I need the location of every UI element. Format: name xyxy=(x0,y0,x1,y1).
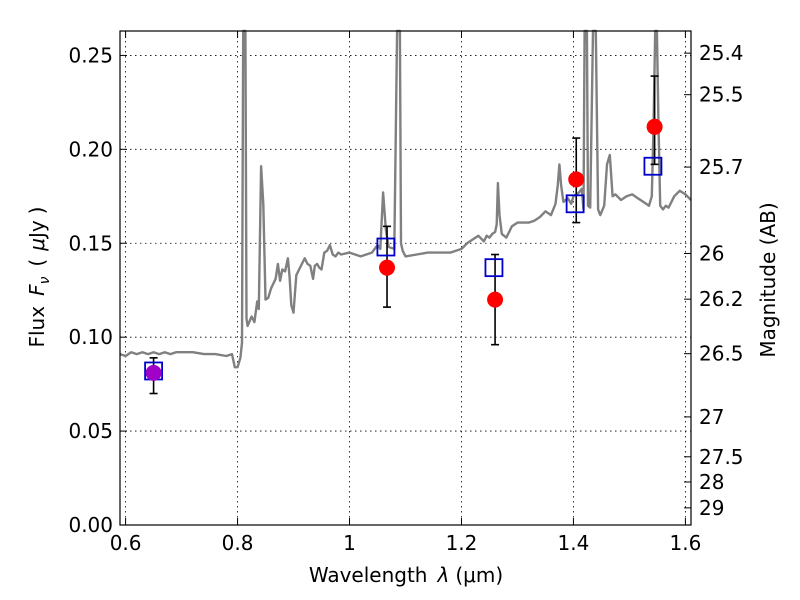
observed-flux-point xyxy=(379,259,396,276)
y-axis-label-paren-close: ) xyxy=(25,206,49,214)
axis-ticks xyxy=(120,31,691,526)
grid xyxy=(120,31,691,526)
magnitude-tick-label: 27.5 xyxy=(699,445,744,469)
x-tick-label: 0.8 xyxy=(222,531,254,555)
x-axis-label: Wavelength λ (μm) xyxy=(309,563,503,587)
y-tick-label: 0.15 xyxy=(68,231,113,255)
y-tick-label: 0.25 xyxy=(68,43,113,67)
y2-axis-label: Magnitude (AB) xyxy=(756,202,780,357)
x-axis-label-unit: (μm) xyxy=(455,563,503,587)
y-axis-label-subscript: ν xyxy=(37,276,53,284)
magnitude-tick-label: 29 xyxy=(699,496,724,520)
magnitude-tick-label: 28 xyxy=(699,470,724,494)
magnitude-tick-label: 25.7 xyxy=(699,155,744,179)
model-photometry-markers xyxy=(144,156,663,381)
magnitude-tick-label: 27 xyxy=(699,405,724,429)
plot-frame xyxy=(119,30,692,526)
magnitude-tick-label: 25.5 xyxy=(699,83,744,107)
observed-flux-point xyxy=(646,118,663,135)
x-tick-label: 1.2 xyxy=(446,531,478,555)
y-tick-label: 0.10 xyxy=(68,325,113,349)
magnitude-tick-label: 26.2 xyxy=(699,287,744,311)
model-spectrum-line xyxy=(119,29,692,369)
x-tick-label: 0.6 xyxy=(110,531,142,555)
y-tick-label: 0.00 xyxy=(68,513,113,537)
x-axis-label-symbol: λ xyxy=(437,563,450,587)
y-axis-label-unit: Jy xyxy=(25,220,49,240)
model-photometry-square xyxy=(643,156,663,176)
y-tick-labels: 0.00 0.05 0.10 0.15 0.20 0.25 xyxy=(68,43,113,537)
magnitude-tick-label: 26.5 xyxy=(699,342,744,366)
x-axis-label-text: Wavelength xyxy=(309,563,428,587)
observed-flux-point xyxy=(568,171,585,188)
y-axis-label: Flux Fν ( μJy) xyxy=(25,206,53,347)
x-tick-label: 1.6 xyxy=(669,531,701,555)
magnitude-tick-label: 25.4 xyxy=(699,41,744,65)
y-tick-label: 0.05 xyxy=(68,419,113,443)
model-spectrum-layer xyxy=(119,29,692,369)
observed-flux-point xyxy=(487,291,504,308)
magnitude-tick-label: 26 xyxy=(699,241,724,265)
error-bars xyxy=(149,75,659,395)
model-photometry-square xyxy=(565,194,585,214)
y-axis-label-paren-open: ( xyxy=(25,259,49,267)
observed-flux-markers xyxy=(145,118,663,381)
y-axis-label-unit-mu: μ xyxy=(25,238,49,252)
x-tick-labels: 0.6 0.8 1 1.2 1.4 1.6 xyxy=(110,531,702,555)
observed-flux-point xyxy=(145,364,162,381)
y-tick-label: 0.20 xyxy=(68,137,113,161)
x-tick-label: 1 xyxy=(343,531,356,555)
model-photometry-square xyxy=(376,237,396,257)
model-photometry-square xyxy=(484,258,504,278)
y-axis-label-text: Flux xyxy=(25,306,49,348)
x-tick-label: 1.4 xyxy=(558,531,590,555)
y-axis-label-symbol: F xyxy=(25,284,49,296)
